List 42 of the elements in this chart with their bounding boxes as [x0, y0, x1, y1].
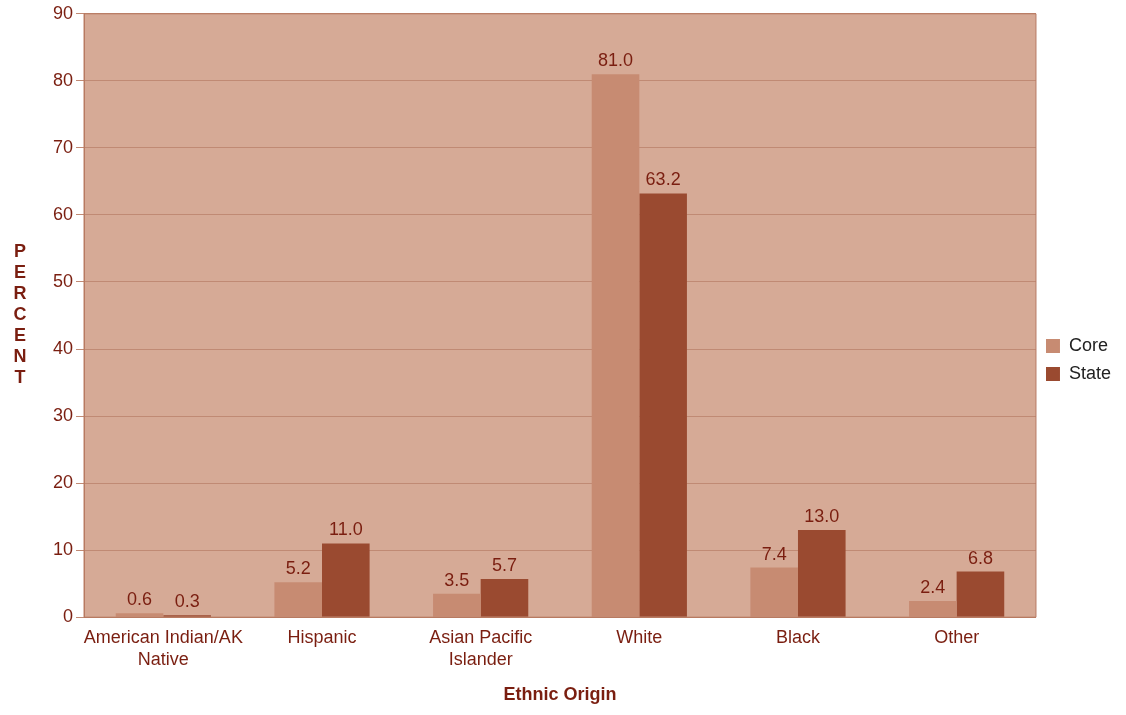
y-tick-label: 30 [52, 405, 74, 426]
x-tick-label: American Indian/AK Native [83, 626, 243, 669]
data-label: 0.6 [127, 589, 153, 610]
bar [480, 578, 529, 617]
y-tick-label: 20 [52, 472, 74, 493]
x-axis-title: Ethnic Origin [503, 684, 617, 705]
y-tick-label: 40 [52, 337, 74, 358]
data-label: 63.2 [645, 169, 681, 190]
data-label: 6.8 [967, 547, 993, 568]
bar [639, 193, 687, 617]
y-tick-label: 0 [63, 606, 74, 627]
x-tick-label: White [616, 626, 663, 647]
y-axis-title: PERCENT [13, 241, 27, 388]
y-tick-label: 10 [52, 539, 74, 560]
y-tick-label: 50 [52, 270, 74, 291]
x-tick-label: Other [934, 626, 980, 647]
y-tick-label: 60 [52, 203, 74, 224]
data-label: 5.2 [285, 558, 311, 579]
bar [909, 601, 957, 617]
x-tick-label: Asian Pacific Islander [429, 626, 533, 669]
legend-label: Core [1068, 334, 1108, 355]
bar [956, 571, 1005, 617]
bar [115, 613, 164, 617]
bar [797, 530, 846, 617]
legend-label: State [1068, 362, 1111, 383]
data-label: 7.4 [761, 543, 787, 564]
y-tick-label: 90 [52, 2, 74, 23]
y-tick-label: 80 [52, 69, 74, 90]
bar [322, 543, 370, 617]
bar [433, 593, 481, 617]
x-tick-label: Black [775, 626, 821, 647]
data-label: 0.3 [174, 591, 200, 612]
x-tick-label: Hispanic [287, 626, 357, 647]
data-label: 5.7 [491, 554, 517, 575]
y-tick-label: 70 [52, 136, 74, 157]
data-label: 2.4 [920, 577, 946, 598]
data-label: 81.0 [598, 50, 634, 71]
data-label: 11.0 [328, 519, 363, 540]
bar [750, 567, 798, 617]
data-label: 3.5 [444, 569, 470, 590]
bar [274, 582, 323, 617]
data-label: 13.0 [804, 506, 840, 527]
